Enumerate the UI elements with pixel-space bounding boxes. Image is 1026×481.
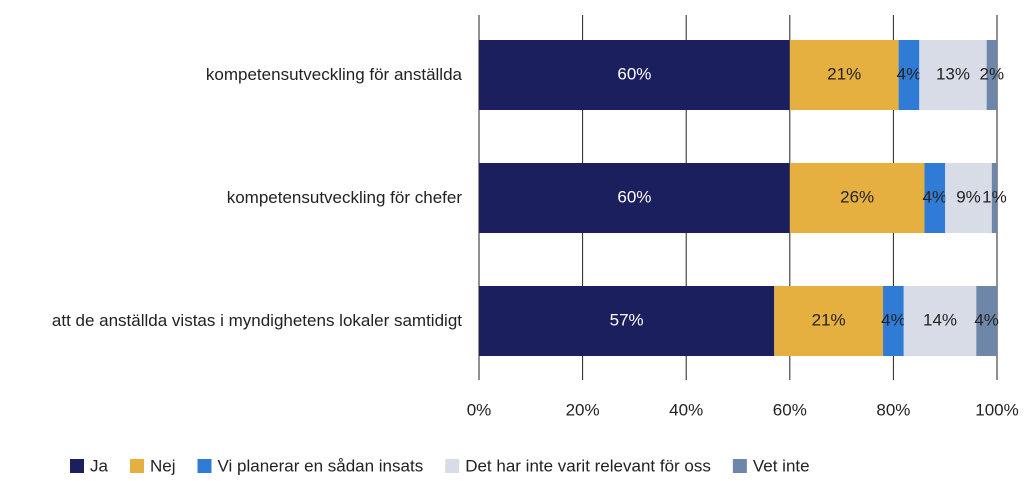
data-label: 14% bbox=[923, 310, 957, 329]
bar-segment bbox=[479, 163, 790, 233]
data-label: 21% bbox=[812, 310, 846, 329]
x-tick-label: 60% bbox=[773, 400, 807, 419]
bar-segment bbox=[479, 40, 790, 110]
legend-label: Nej bbox=[150, 456, 176, 475]
category-label: att de anställda vistas i myndighetens l… bbox=[7, 286, 462, 356]
legend-label: Vet inte bbox=[753, 456, 810, 475]
bar-segment bbox=[883, 286, 904, 356]
x-tick-label: 20% bbox=[566, 400, 600, 419]
x-tick-label: 100% bbox=[975, 400, 1018, 419]
bar-segment bbox=[991, 163, 997, 233]
legend-label: Det har inte varit relevant för oss bbox=[465, 456, 711, 475]
data-label: 4% bbox=[897, 64, 922, 83]
x-tick-label: 80% bbox=[876, 400, 910, 419]
category-label: kompetensutveckling för anställda bbox=[7, 40, 462, 110]
x-tick-label: 0% bbox=[467, 400, 492, 419]
bar-segment bbox=[898, 40, 920, 110]
data-label: 9% bbox=[956, 187, 981, 206]
data-label: 60% bbox=[617, 64, 651, 83]
bar-segment bbox=[924, 163, 946, 233]
data-label: 26% bbox=[840, 187, 874, 206]
legend-swatch bbox=[732, 459, 747, 473]
data-label: 2% bbox=[980, 64, 1005, 83]
bar-segment bbox=[789, 40, 899, 110]
data-label: 1% bbox=[982, 187, 1007, 206]
bar-segment bbox=[903, 286, 977, 356]
data-label: 13% bbox=[936, 64, 970, 83]
data-label: 21% bbox=[827, 64, 861, 83]
data-label: 4% bbox=[881, 310, 906, 329]
bar-segment bbox=[986, 40, 997, 110]
bar-segment bbox=[976, 286, 997, 356]
category-text: kompetensutveckling för chefer bbox=[226, 188, 462, 207]
data-label: 4% bbox=[974, 310, 999, 329]
data-label: 4% bbox=[923, 187, 948, 206]
legend-swatch bbox=[129, 459, 144, 473]
legend-label: Vi planerar en sådan insats bbox=[217, 456, 423, 475]
legend-swatch bbox=[197, 459, 212, 473]
category-text: kompetensutveckling för anställda bbox=[205, 65, 462, 84]
bar-segment bbox=[945, 163, 992, 233]
data-label: 60% bbox=[617, 187, 651, 206]
category-label: kompetensutveckling för chefer bbox=[7, 163, 462, 233]
bar-segment bbox=[479, 286, 775, 356]
category-text: att de anställda vistas i myndighetens l… bbox=[51, 311, 462, 330]
legend-swatch bbox=[70, 459, 84, 473]
legend-swatch bbox=[445, 459, 460, 473]
data-label: 57% bbox=[610, 310, 644, 329]
legend-label: Ja bbox=[90, 456, 109, 475]
bar-segment bbox=[789, 163, 925, 233]
bar-segment bbox=[919, 40, 987, 110]
bar-segment bbox=[774, 286, 884, 356]
x-tick-label: 40% bbox=[669, 400, 703, 419]
